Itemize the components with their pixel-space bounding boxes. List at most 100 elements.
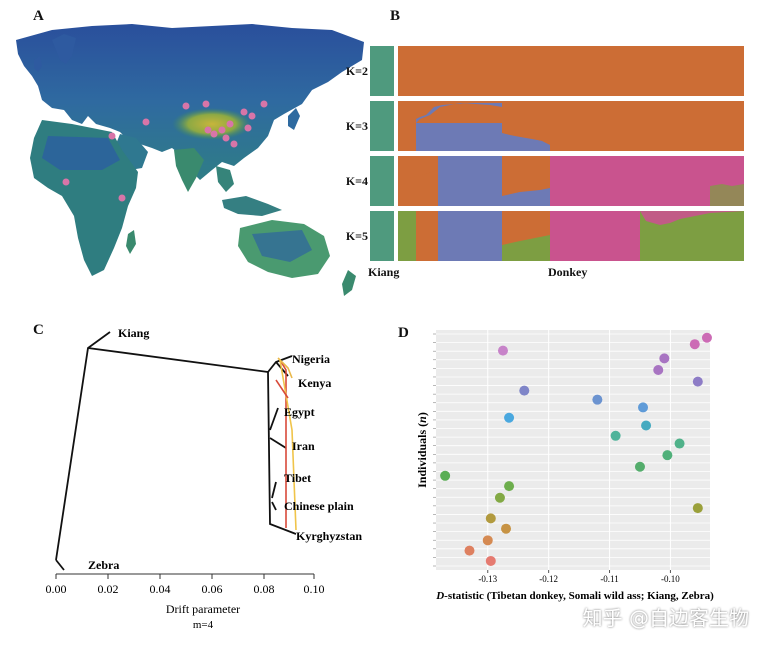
admixture-group-labels: Kiang Donkey — [368, 265, 744, 281]
tree-svg: Kiang Nigeria Kenya Egypt Iran Tibet Chi… — [46, 326, 363, 631]
scandinavia — [52, 34, 76, 64]
tree-tick: 0.04 — [150, 582, 171, 596]
sample-point — [218, 126, 226, 134]
data-point — [653, 365, 664, 375]
k4-bars — [370, 156, 744, 206]
data-point — [504, 481, 515, 492]
k3-band: K=3 — [346, 101, 744, 151]
data-point — [482, 535, 493, 546]
sample-point — [248, 112, 256, 120]
data-points — [440, 332, 712, 566]
india — [174, 148, 204, 192]
tibetan-plateau — [172, 108, 252, 140]
tree-migration-note: m=4 — [193, 619, 214, 631]
d-statistic-svg: -0.13 -0.12 -0.11 -0.10 Individuals (n) … — [415, 330, 714, 602]
britain — [34, 56, 42, 72]
plot-gridlines — [433, 330, 710, 570]
world-map-svg — [16, 24, 364, 296]
data-point — [494, 492, 505, 503]
data-point — [485, 513, 496, 524]
x-tick-label: -0.12 — [539, 574, 558, 584]
k4-band: K=4 — [346, 156, 744, 206]
taxon-egypt: Egypt — [284, 405, 315, 419]
data-point — [504, 412, 515, 423]
data-point — [674, 438, 685, 449]
data-point — [659, 353, 670, 364]
taxon-iran: Iran — [292, 439, 315, 453]
group-label-donkey: Donkey — [548, 265, 588, 279]
tree-tick: 0.08 — [254, 582, 275, 596]
panel-label-a: A — [33, 8, 44, 24]
sample-point — [108, 132, 116, 140]
taxon-kiang: Kiang — [118, 326, 149, 340]
data-point — [440, 470, 451, 481]
data-point — [662, 450, 673, 461]
tree-tick: 0.02 — [98, 582, 119, 596]
tree-x-axis — [55, 573, 315, 579]
y-axis-title: Individuals (n) — [415, 412, 429, 488]
sample-point — [230, 140, 238, 148]
sampling-map — [12, 20, 368, 298]
data-point — [701, 332, 712, 343]
x-axis-ticks: -0.13 -0.12 -0.11 -0.10 — [478, 570, 680, 584]
sample-point — [182, 102, 190, 110]
indonesia — [222, 196, 282, 216]
sample-point — [142, 118, 150, 126]
taxon-tibet: Tibet — [284, 471, 311, 485]
group-label-kiang: Kiang — [368, 265, 400, 279]
data-point — [634, 461, 645, 472]
migration-edges — [275, 357, 297, 531]
taxon-chinese-plain: Chinese plain — [284, 499, 354, 513]
k2-band: K=2 — [346, 46, 744, 96]
sample-point — [226, 120, 234, 128]
madagascar — [126, 230, 136, 254]
treemix-tree: Kiang Nigeria Kenya Egypt Iran Tibet Chi… — [30, 320, 370, 635]
sample-points — [62, 100, 268, 202]
x-tick-label: -0.13 — [478, 574, 497, 584]
data-point — [638, 402, 649, 413]
sample-point — [240, 108, 248, 116]
x-tick-label: -0.10 — [661, 574, 680, 584]
sample-point — [202, 100, 210, 108]
data-point — [692, 503, 703, 514]
data-point — [641, 420, 652, 431]
d-statistic-plot: -0.13 -0.12 -0.11 -0.10 Individuals (n) … — [400, 322, 750, 640]
sample-point — [222, 134, 230, 142]
taxon-nigeria: Nigeria — [292, 352, 330, 366]
data-point — [610, 430, 621, 441]
k2-bars — [370, 46, 744, 96]
sample-point — [244, 124, 252, 132]
taxon-kenya: Kenya — [298, 376, 331, 390]
k3-bars — [370, 101, 744, 151]
sample-point — [62, 178, 70, 186]
panel-label-c: C — [33, 322, 44, 338]
sample-point — [260, 100, 268, 108]
southeast-asia — [216, 166, 234, 192]
sample-point — [210, 130, 218, 138]
k5-label: K=5 — [345, 229, 368, 243]
tree-tick: 0.06 — [202, 582, 223, 596]
data-point — [464, 545, 475, 556]
new-zealand — [342, 270, 356, 296]
data-point — [485, 555, 496, 566]
data-point — [689, 339, 700, 350]
tree-tick: 0.00 — [46, 582, 67, 596]
admixture-plot: K=2 K=3 K=4 K=5 — [346, 46, 744, 263]
k3-label: K=3 — [345, 119, 368, 133]
k5-bars — [370, 211, 744, 261]
data-point — [497, 345, 508, 356]
panel-label-d: D — [398, 325, 409, 341]
tree-tick: 0.10 — [304, 582, 325, 596]
watermark: 知乎 @自边客生物 — [582, 606, 749, 630]
x-tick-label: -0.11 — [600, 574, 618, 584]
x-axis-title: D-statistic (Tibetan donkey, Somali wild… — [435, 590, 714, 602]
k5-band: K=5 — [346, 211, 744, 261]
eurasia-landmass — [16, 24, 364, 180]
k2-label: K=2 — [345, 64, 368, 78]
tree-axis-title: Drift parameter — [166, 602, 240, 616]
sample-point — [118, 194, 126, 202]
plot-background — [436, 330, 710, 570]
japan — [288, 108, 300, 130]
data-point — [501, 523, 512, 534]
k4-label: K=4 — [345, 174, 368, 188]
